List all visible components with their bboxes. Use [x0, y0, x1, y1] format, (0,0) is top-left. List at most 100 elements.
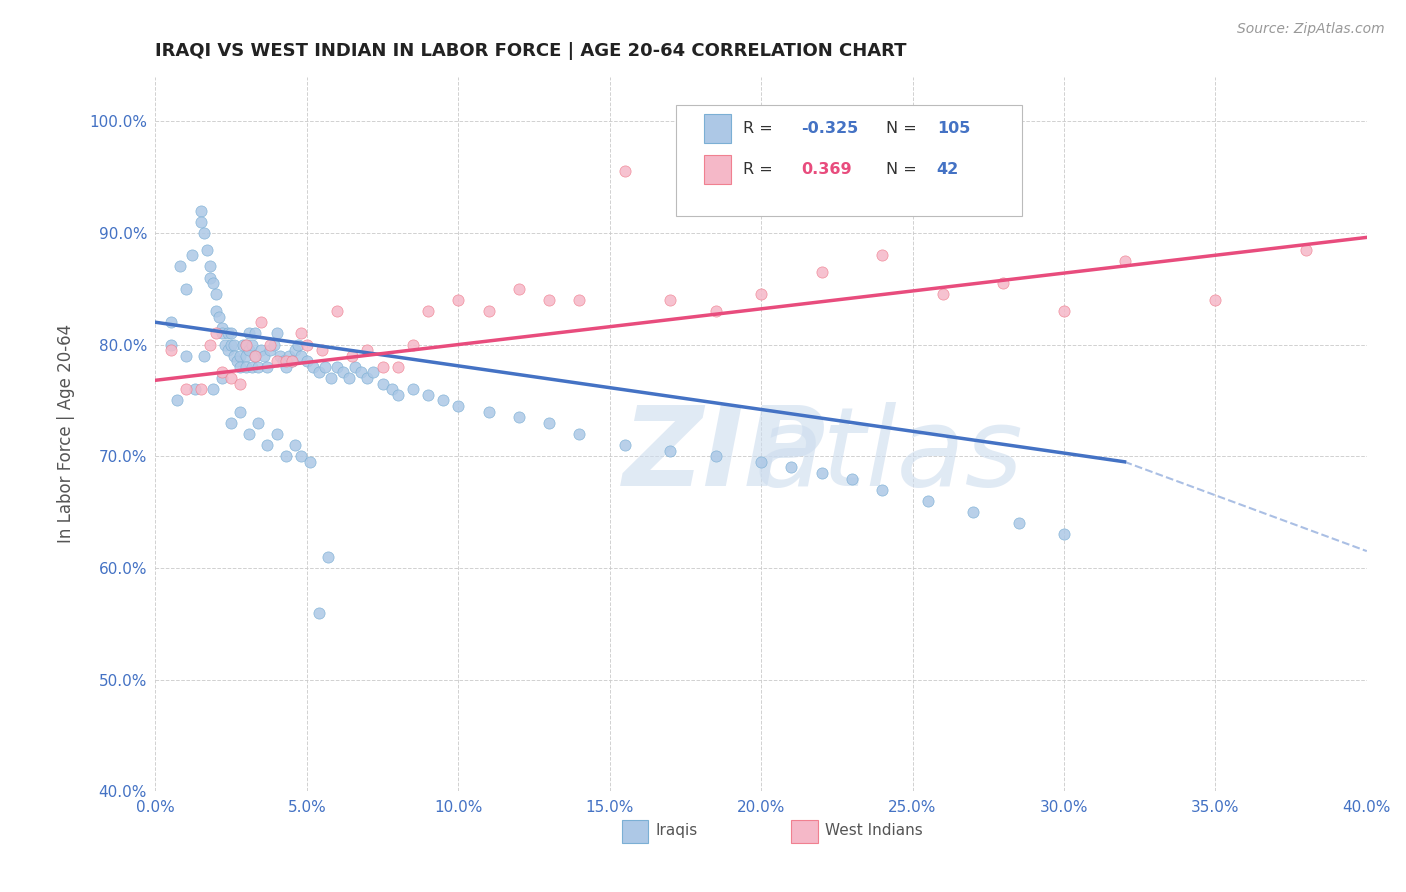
Point	[356, 343, 378, 358]
Point	[266, 426, 288, 441]
Point	[217, 343, 239, 358]
Point	[749, 287, 772, 301]
Point	[298, 455, 321, 469]
Point	[190, 203, 212, 218]
Point	[219, 326, 242, 341]
Point	[447, 293, 470, 307]
Point	[508, 282, 530, 296]
Point	[266, 326, 288, 341]
Point	[198, 270, 221, 285]
Point	[245, 349, 267, 363]
Text: ZIP: ZIP	[623, 401, 827, 508]
Point	[208, 310, 231, 324]
Point	[274, 449, 297, 463]
Point	[350, 366, 373, 380]
Text: N =: N =	[886, 162, 927, 177]
Point	[308, 606, 330, 620]
Text: -0.325: -0.325	[801, 121, 858, 136]
Point	[247, 416, 270, 430]
Point	[508, 410, 530, 425]
Point	[240, 359, 263, 374]
Point	[266, 354, 288, 368]
Point	[211, 321, 233, 335]
Point	[447, 399, 470, 413]
Point	[1295, 243, 1317, 257]
Point	[235, 349, 257, 363]
Point	[274, 359, 297, 374]
Point	[387, 359, 409, 374]
Text: 105: 105	[936, 121, 970, 136]
Point	[238, 326, 260, 341]
Point	[290, 449, 312, 463]
Point	[659, 293, 682, 307]
Point	[174, 282, 197, 296]
Bar	[704, 114, 731, 143]
Point	[193, 349, 215, 363]
Point	[245, 349, 267, 363]
Point	[381, 382, 404, 396]
Point	[613, 164, 636, 178]
Point	[280, 354, 302, 368]
Point	[259, 343, 281, 358]
Point	[371, 359, 394, 374]
Point	[302, 359, 325, 374]
Point	[169, 260, 191, 274]
Point	[211, 371, 233, 385]
Point	[219, 337, 242, 351]
Point	[432, 393, 454, 408]
Point	[180, 248, 202, 262]
Point	[568, 426, 591, 441]
Point	[235, 337, 257, 351]
Point	[962, 505, 984, 519]
Point	[238, 426, 260, 441]
Point	[326, 359, 349, 374]
Point	[342, 349, 364, 363]
Point	[477, 304, 499, 318]
Bar	[792, 821, 818, 843]
Point	[229, 404, 252, 418]
Point	[295, 337, 318, 351]
Point	[190, 215, 212, 229]
Point	[166, 393, 188, 408]
Point	[217, 326, 239, 341]
Point	[256, 359, 278, 374]
FancyBboxPatch shape	[676, 105, 1022, 216]
Point	[250, 315, 273, 329]
Point	[201, 382, 224, 396]
Point	[198, 337, 221, 351]
Point	[174, 349, 197, 363]
Bar	[704, 155, 731, 184]
Point	[704, 304, 727, 318]
Point	[1053, 527, 1076, 541]
Text: R =: R =	[742, 162, 783, 177]
Point	[932, 287, 955, 301]
Point	[211, 326, 233, 341]
Point	[538, 416, 561, 430]
Point	[235, 337, 257, 351]
Point	[253, 349, 276, 363]
Point	[284, 343, 307, 358]
Point	[250, 343, 273, 358]
Point	[1053, 304, 1076, 318]
Point	[290, 349, 312, 363]
Point	[284, 438, 307, 452]
Point	[870, 248, 893, 262]
Y-axis label: In Labor Force | Age 20-64: In Labor Force | Age 20-64	[58, 325, 75, 543]
Text: Source: ZipAtlas.com: Source: ZipAtlas.com	[1237, 22, 1385, 37]
Point	[337, 371, 360, 385]
Point	[193, 226, 215, 240]
Point	[256, 438, 278, 452]
Point	[387, 388, 409, 402]
Point	[263, 337, 285, 351]
Point	[274, 354, 297, 368]
Point	[184, 382, 207, 396]
Point	[159, 337, 181, 351]
Text: R =: R =	[742, 121, 778, 136]
Point	[245, 326, 267, 341]
Text: N =: N =	[886, 121, 922, 136]
Point	[229, 376, 252, 391]
Point	[271, 354, 294, 368]
Point	[993, 276, 1015, 290]
Point	[229, 359, 252, 374]
Point	[332, 366, 354, 380]
